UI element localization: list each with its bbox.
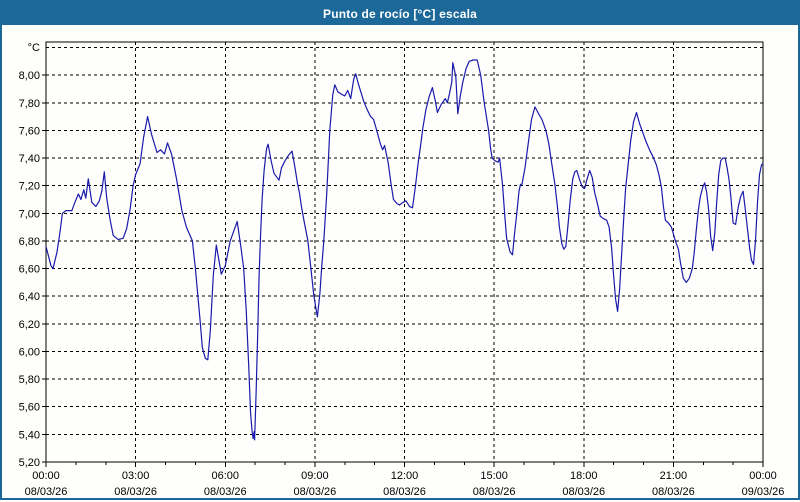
x-tick-time-label: 12:00 (391, 470, 419, 482)
plot-frame (45, 41, 764, 463)
y-tick-label: 5,40 (19, 429, 40, 441)
x-tick-date-label: 08/03/26 (383, 486, 426, 498)
chart-area: 8,00 7,80 7,60 7,40 7,20 7,00 6,80 6,60 6,40 6,20… (2, 25, 798, 498)
y-tick-label: 7,80 (19, 98, 40, 110)
y-tick-label: 7,20 (19, 181, 40, 193)
x-tick-date-label: 08/03/26 (473, 486, 516, 498)
x-tick-time-label: 06:00 (211, 470, 239, 482)
y-tick-label: 7,40 (19, 153, 40, 165)
y-tick-label: 5,20 (19, 457, 40, 469)
y-tick-label: 6,20 (19, 319, 40, 331)
y-tick-label: 7,00 (19, 208, 40, 220)
y-tick-label: 6,00 (19, 346, 40, 358)
x-tick-time-label: 03:00 (122, 470, 150, 482)
x-tick-date-label: 08/03/26 (652, 486, 695, 498)
x-tick-date-label: 08/03/26 (114, 486, 157, 498)
chart-title-bar: Punto de rocío [°C] escala (2, 2, 798, 25)
y-tick-label: 5,80 (19, 374, 40, 386)
series-line (45, 59, 764, 441)
y-tick-label: 6,60 (19, 264, 40, 276)
y-tick-label: 5,60 (19, 402, 40, 414)
chart-svg: 8,00 7,80 7,60 7,40 7,20 7,00 6,80 6,60 6,40 6,20… (19, 41, 785, 498)
y-tick-label: 6,40 (19, 291, 40, 303)
x-tick-date-label: 08/03/26 (562, 486, 605, 498)
x-tick-time-label: 00:00 (32, 470, 60, 482)
x-tick-date-label: 08/03/26 (204, 486, 247, 498)
x-tick-time-label: 09:00 (301, 470, 329, 482)
x-tick-time-label: 15:00 (480, 470, 508, 482)
x-tick-date-label: 08/03/26 (293, 486, 336, 498)
y-axis-unit-label: °C (28, 42, 40, 54)
y-tick-label: 6,80 (19, 236, 40, 248)
x-tick-time-label: 18:00 (570, 470, 598, 482)
x-tick-date-label: 09/03/26 (742, 486, 785, 498)
chart-title: Punto de rocío [°C] escala (322, 6, 478, 21)
x-tick-time-label: 21:00 (660, 470, 688, 482)
x-tick-time-label: 00:00 (749, 470, 777, 482)
y-tick-label: 7,60 (19, 125, 40, 137)
x-tick-date-label: 08/03/26 (25, 486, 68, 498)
y-tick-label: 8,00 (19, 70, 40, 82)
